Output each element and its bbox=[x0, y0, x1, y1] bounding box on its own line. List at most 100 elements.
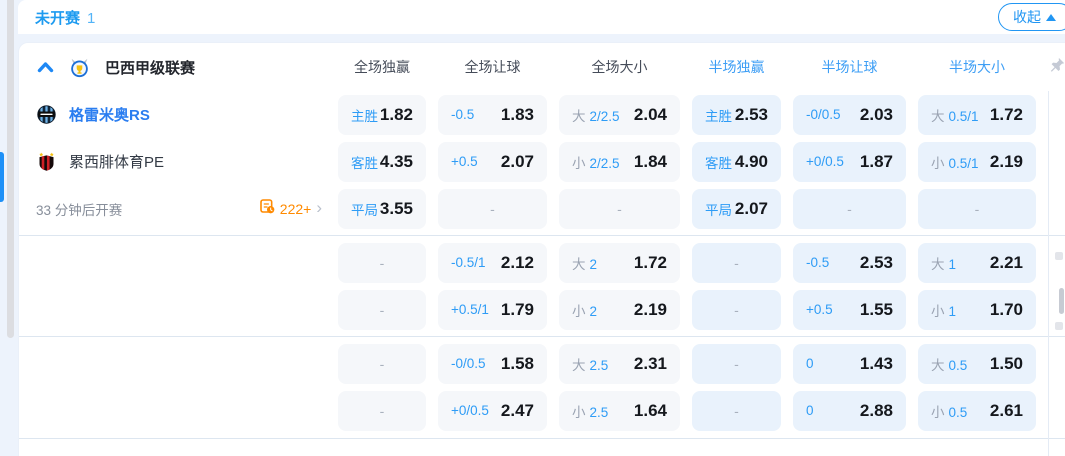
pin-column bbox=[1048, 56, 1065, 79]
odds-cell[interactable]: 0 2.88 bbox=[793, 390, 906, 431]
market-line-label: 0 bbox=[806, 403, 814, 418]
odds-cell[interactable]: -0.5 2.53 bbox=[793, 242, 906, 283]
odds-cell[interactable]: +0.5 1.55 bbox=[793, 289, 906, 330]
odds-cell[interactable]: +0.5/1 1.79 bbox=[438, 289, 547, 330]
odds-cell[interactable]: 主胜 1.82 bbox=[338, 94, 426, 135]
market-line-label: 客胜 bbox=[351, 155, 378, 171]
odds-row: - +0/0.5 2.47 小 2.5 1.64-0 2.88 小 0.5 2.61 bbox=[19, 387, 1065, 434]
market-line-label: +0.5 bbox=[451, 154, 478, 169]
column-header-full-overunder: 全场大小 bbox=[591, 59, 648, 75]
odds-cell[interactable]: 小 1 1.70 bbox=[918, 289, 1036, 330]
odds-cell[interactable]: 大 1 2.21 bbox=[918, 242, 1036, 283]
chevron-up-icon bbox=[1046, 13, 1056, 21]
more-markets-link[interactable]: 222+ › bbox=[259, 198, 322, 219]
odds-row: - -0/0.5 1.58 大 2.5 2.31-0 1.43 大 0.5 1.50 bbox=[19, 340, 1065, 387]
odds-cell[interactable]: -0/0.5 2.03 bbox=[793, 94, 906, 135]
odds-cell[interactable]: +0/0.5 2.47 bbox=[438, 390, 547, 431]
odds-cell[interactable]: 小 2 2.19 bbox=[559, 289, 680, 330]
collapse-league-icon[interactable] bbox=[37, 61, 54, 73]
market-line-label: 0 bbox=[806, 356, 814, 371]
odds-label: 0 bbox=[806, 356, 814, 371]
group-divider bbox=[19, 336, 1065, 337]
market-line-label: 0.5/1 bbox=[948, 108, 979, 124]
left-scroll-indicator bbox=[0, 152, 4, 202]
over-under-side-label: 大 bbox=[572, 256, 586, 272]
home-team-row[interactable]: 格雷米奥RS bbox=[19, 91, 338, 138]
odds-label: 0 bbox=[806, 403, 814, 418]
odds-cell-empty: - bbox=[338, 343, 426, 384]
more-markets-count: 222+ bbox=[279, 200, 312, 217]
over-under-side-label: 大 bbox=[931, 357, 945, 373]
odds-cell[interactable]: -0.5/1 2.12 bbox=[438, 242, 547, 283]
market-line-label: 主胜 bbox=[351, 108, 378, 124]
odds-cell[interactable]: 主胜 2.53 bbox=[692, 94, 781, 135]
market-line-label: 平局 bbox=[351, 202, 378, 218]
chevron-right-icon: › bbox=[316, 198, 322, 217]
odds-label: 小 0.5 bbox=[931, 401, 967, 421]
column-header-full-win: 全场独赢 bbox=[354, 59, 410, 75]
odds-cell[interactable]: 平局 2.07 bbox=[692, 188, 781, 229]
away-team-name: 累西腓体育PE bbox=[69, 154, 165, 171]
odds-cell-empty: - bbox=[692, 390, 781, 431]
odds-value: 1.72 bbox=[633, 252, 667, 272]
row-left-spacer bbox=[19, 340, 338, 387]
odds-label: +0/0.5 bbox=[806, 154, 844, 169]
odds-value: 1.43 bbox=[859, 353, 893, 373]
column-header-half-win: 半场独赢 bbox=[708, 59, 765, 75]
odds-row: 平局 3.55- - 平局 2.07- - bbox=[19, 185, 1065, 232]
odds-cell[interactable]: +0.5 2.07 bbox=[438, 141, 547, 182]
market-line-label: 2.5 bbox=[589, 357, 609, 373]
odds-cell[interactable]: 平局 3.55 bbox=[338, 188, 426, 229]
odds-cell[interactable]: 大 0.5 1.50 bbox=[918, 343, 1036, 384]
odds-label: 大 0.5 bbox=[931, 354, 967, 374]
odds-cell-empty: - bbox=[918, 188, 1036, 229]
home-team-badge-icon bbox=[36, 104, 57, 125]
row-left-spacer bbox=[19, 239, 338, 286]
over-under-side-label: 小 bbox=[572, 404, 586, 420]
column-header-half-overunder: 半场大小 bbox=[949, 59, 1005, 75]
league-logo-icon bbox=[69, 57, 90, 78]
odds-cell[interactable]: 小 0.5/1 2.19 bbox=[918, 141, 1036, 182]
league-card: 巴西甲级联赛 全场独赢 全场让球 全场大小 半场独赢 半场让球 半场大小 bbox=[18, 42, 1065, 456]
odds-cell[interactable]: 大 2 1.72 bbox=[559, 242, 680, 283]
market-line-label: 2 bbox=[589, 256, 598, 272]
odds-cell-empty: - bbox=[692, 242, 781, 283]
odds-cell[interactable]: 大 2/2.5 2.04 bbox=[559, 94, 680, 135]
market-line-label: -0.5 bbox=[806, 255, 830, 270]
odds-cell[interactable]: 小 2.5 1.64 bbox=[559, 390, 680, 431]
market-line-label: 2.5 bbox=[589, 404, 609, 420]
odds-value: 1.82 bbox=[379, 104, 413, 124]
odds-value: 2.53 bbox=[859, 252, 893, 272]
odds-cell[interactable]: 0 1.43 bbox=[793, 343, 906, 384]
odds-label: 主胜 bbox=[705, 105, 732, 125]
odds-value: 2.31 bbox=[633, 353, 667, 373]
card-bottom-divider bbox=[19, 438, 1065, 439]
row-left-spacer bbox=[19, 286, 338, 333]
alt-odds-group-2: - -0/0.5 1.58 大 2.5 2.31-0 1.43 大 0.5 1.50- +0/0.5… bbox=[19, 340, 1065, 434]
right-scrollbar-thumb[interactable] bbox=[1059, 288, 1064, 314]
odds-cell[interactable]: 大 2.5 2.31 bbox=[559, 343, 680, 384]
odds-cell[interactable]: 客胜 4.35 bbox=[338, 141, 426, 182]
odds-cell[interactable]: 小 0.5 2.61 bbox=[918, 390, 1036, 431]
pin-icon[interactable] bbox=[1048, 56, 1065, 79]
odds-cell[interactable]: 客胜 4.90 bbox=[692, 141, 781, 182]
odds-label: 大 2/2.5 bbox=[572, 105, 620, 125]
odds-label: -0/0.5 bbox=[806, 107, 841, 122]
odds-cell[interactable]: -0/0.5 1.58 bbox=[438, 343, 547, 384]
odds-label: 平局 bbox=[705, 199, 732, 219]
away-team-row[interactable]: 累西腓体育PE bbox=[19, 138, 338, 185]
odds-cell[interactable]: +0/0.5 1.87 bbox=[793, 141, 906, 182]
collapse-label: 收起 bbox=[1013, 9, 1041, 25]
collapse-button[interactable]: 收起 bbox=[998, 3, 1065, 31]
odds-cell[interactable]: 小 2/2.5 1.84 bbox=[559, 141, 680, 182]
odds-cell[interactable]: 大 0.5/1 1.72 bbox=[918, 94, 1036, 135]
left-scrollbar-thumb[interactable] bbox=[7, 0, 14, 338]
column-header-full-handicap: 全场让球 bbox=[464, 59, 521, 75]
odds-value: 1.70 bbox=[989, 299, 1023, 319]
odds-label: +0/0.5 bbox=[451, 403, 489, 418]
odds-cell[interactable]: -0.5 1.83 bbox=[438, 94, 547, 135]
odds-label: +0.5 bbox=[806, 302, 833, 317]
